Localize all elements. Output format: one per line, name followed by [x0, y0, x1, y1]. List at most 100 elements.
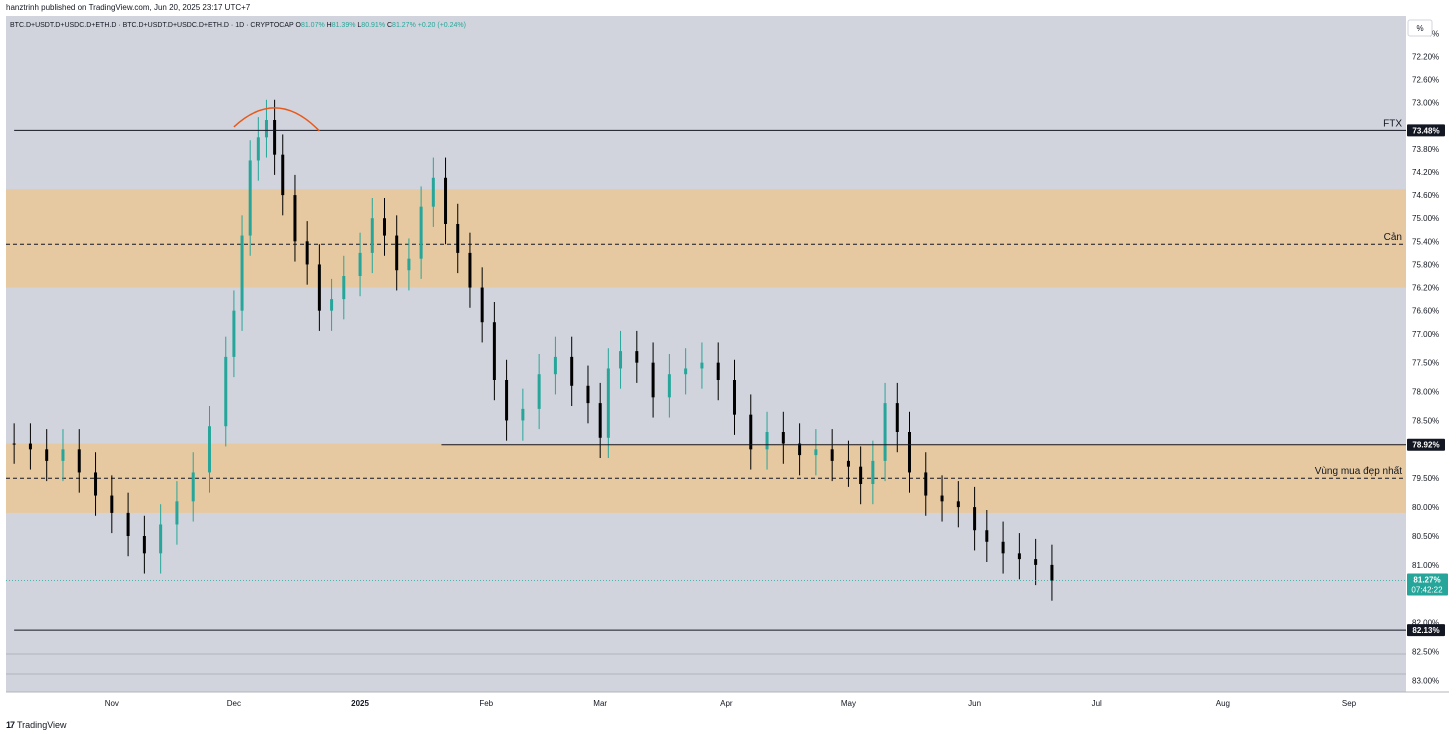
candle-body [305, 241, 309, 265]
level-badge-text-3: 82.13% [1412, 626, 1439, 635]
candle-body [264, 120, 268, 138]
ohlc-change: +0.20 (+0.24%) [418, 22, 466, 29]
x-tick-label: May [841, 699, 856, 708]
candle-body [358, 252, 362, 276]
level-badge-text-2: 78.92% [1412, 441, 1439, 450]
candle-body [1034, 559, 1038, 565]
candle-body [468, 252, 472, 288]
candle-body [553, 356, 557, 375]
y-tick-label: 82.00% [1412, 619, 1439, 628]
candle-body [126, 512, 130, 536]
ohlc-label: O [296, 22, 302, 29]
candle-body [907, 432, 911, 473]
candle-body [256, 137, 260, 161]
candle-body [537, 374, 541, 409]
candle-body [232, 310, 236, 357]
candle-body [419, 206, 423, 259]
candle-body [382, 218, 386, 236]
candle-body [61, 449, 65, 461]
top-arc-annotation [233, 107, 320, 132]
ohlc-label: C [387, 22, 392, 29]
candle-body [281, 154, 285, 196]
candle-body [700, 362, 704, 369]
chart-header: hanztrinh published on TradingView.com, … [0, 0, 1456, 16]
ohlc-value: 81.27% [392, 22, 418, 29]
candle-body [684, 368, 688, 375]
y-tick-label: 76.20% [1412, 284, 1439, 293]
tradingview-logo[interactable]: 17 TradingView [6, 720, 67, 730]
candle-body [12, 443, 16, 445]
x-tick-label: Jun [968, 699, 981, 708]
candle-body [370, 218, 374, 253]
x-tick-label: 2025 [351, 699, 369, 708]
last-price-badge [1407, 573, 1448, 596]
candle-body [159, 524, 163, 554]
countdown-text: 07:42:22 [1411, 585, 1443, 594]
x-tick-label: Dec [227, 699, 241, 708]
ohlc-label: L [357, 22, 361, 29]
ohlc-value: 81.07% [301, 22, 327, 29]
y-tick-label: 73.80% [1412, 145, 1439, 154]
x-tick-label: Feb [479, 699, 493, 708]
level-badge-text-1: 73.48% [1412, 126, 1439, 135]
candle-body [883, 403, 887, 461]
x-tick-label: Apr [720, 699, 733, 708]
candle-body [395, 235, 399, 271]
candle-body [667, 374, 671, 398]
x-tick-label: Nov [105, 699, 119, 708]
candle-body [293, 195, 297, 242]
candle-body [1001, 541, 1005, 554]
candle-body [1050, 564, 1054, 581]
y-tick-label: 79.50% [1412, 474, 1439, 483]
candle-body [973, 507, 977, 531]
candle-body [505, 380, 509, 421]
candle-body [444, 177, 448, 224]
candle-body [330, 299, 334, 311]
candle-body [224, 356, 228, 427]
candle-body [749, 414, 753, 450]
x-axis-panel [6, 692, 1406, 714]
ohlc-value: 80.91% [361, 22, 387, 29]
y-tick-label: 77.50% [1412, 359, 1439, 368]
candle-body [871, 460, 875, 484]
y-tick-label: 74.60% [1412, 191, 1439, 200]
level-badge-3 [1407, 624, 1445, 637]
candle-body [798, 443, 802, 456]
y-tick-label: 78.50% [1412, 416, 1439, 425]
candle-body [586, 385, 590, 404]
candle-body [830, 449, 834, 461]
x-tick-label: Mar [593, 699, 607, 708]
candle-body [94, 472, 98, 496]
y-tick-label: 75.40% [1412, 237, 1439, 246]
candle-body [431, 177, 435, 207]
zone-label-2: Vùng mua đẹp nhất [1315, 465, 1403, 477]
y-tick-label: 82.50% [1412, 648, 1439, 657]
candle-body [635, 351, 639, 363]
candle-body [846, 460, 850, 467]
x-tick-label: Aug [1216, 699, 1230, 708]
candle-body [619, 351, 623, 369]
scale-mode-button [1407, 19, 1433, 37]
candle-body [273, 120, 277, 155]
y-tick-label: 78.00% [1412, 388, 1439, 397]
candle-body [598, 403, 602, 438]
y-tick-label: 81.00% [1412, 561, 1439, 570]
zone-label-1: Cản [1384, 232, 1402, 243]
last-price-text: 81.27% [1413, 575, 1440, 584]
y-tick-label: 75.80% [1412, 260, 1439, 269]
level-badge-2 [1407, 438, 1445, 451]
candle-body [77, 449, 81, 473]
y-tick-label: 76.60% [1412, 307, 1439, 316]
y-tick-label: 83.00% [1412, 676, 1439, 685]
y-tick-label: 72.60% [1412, 76, 1439, 85]
ohlc-value: 81.39% [332, 22, 358, 29]
candle-body [175, 501, 179, 525]
scale-mode-label: % [1416, 24, 1423, 33]
y-tick-label: 75.00% [1412, 214, 1439, 223]
level-badge-1 [1407, 124, 1445, 137]
published-by-text: hanztrinh published on TradingView.com, … [6, 3, 251, 12]
candle-body [716, 362, 720, 380]
candle-body [317, 264, 321, 311]
x-tick-label: Sep [1342, 699, 1357, 708]
